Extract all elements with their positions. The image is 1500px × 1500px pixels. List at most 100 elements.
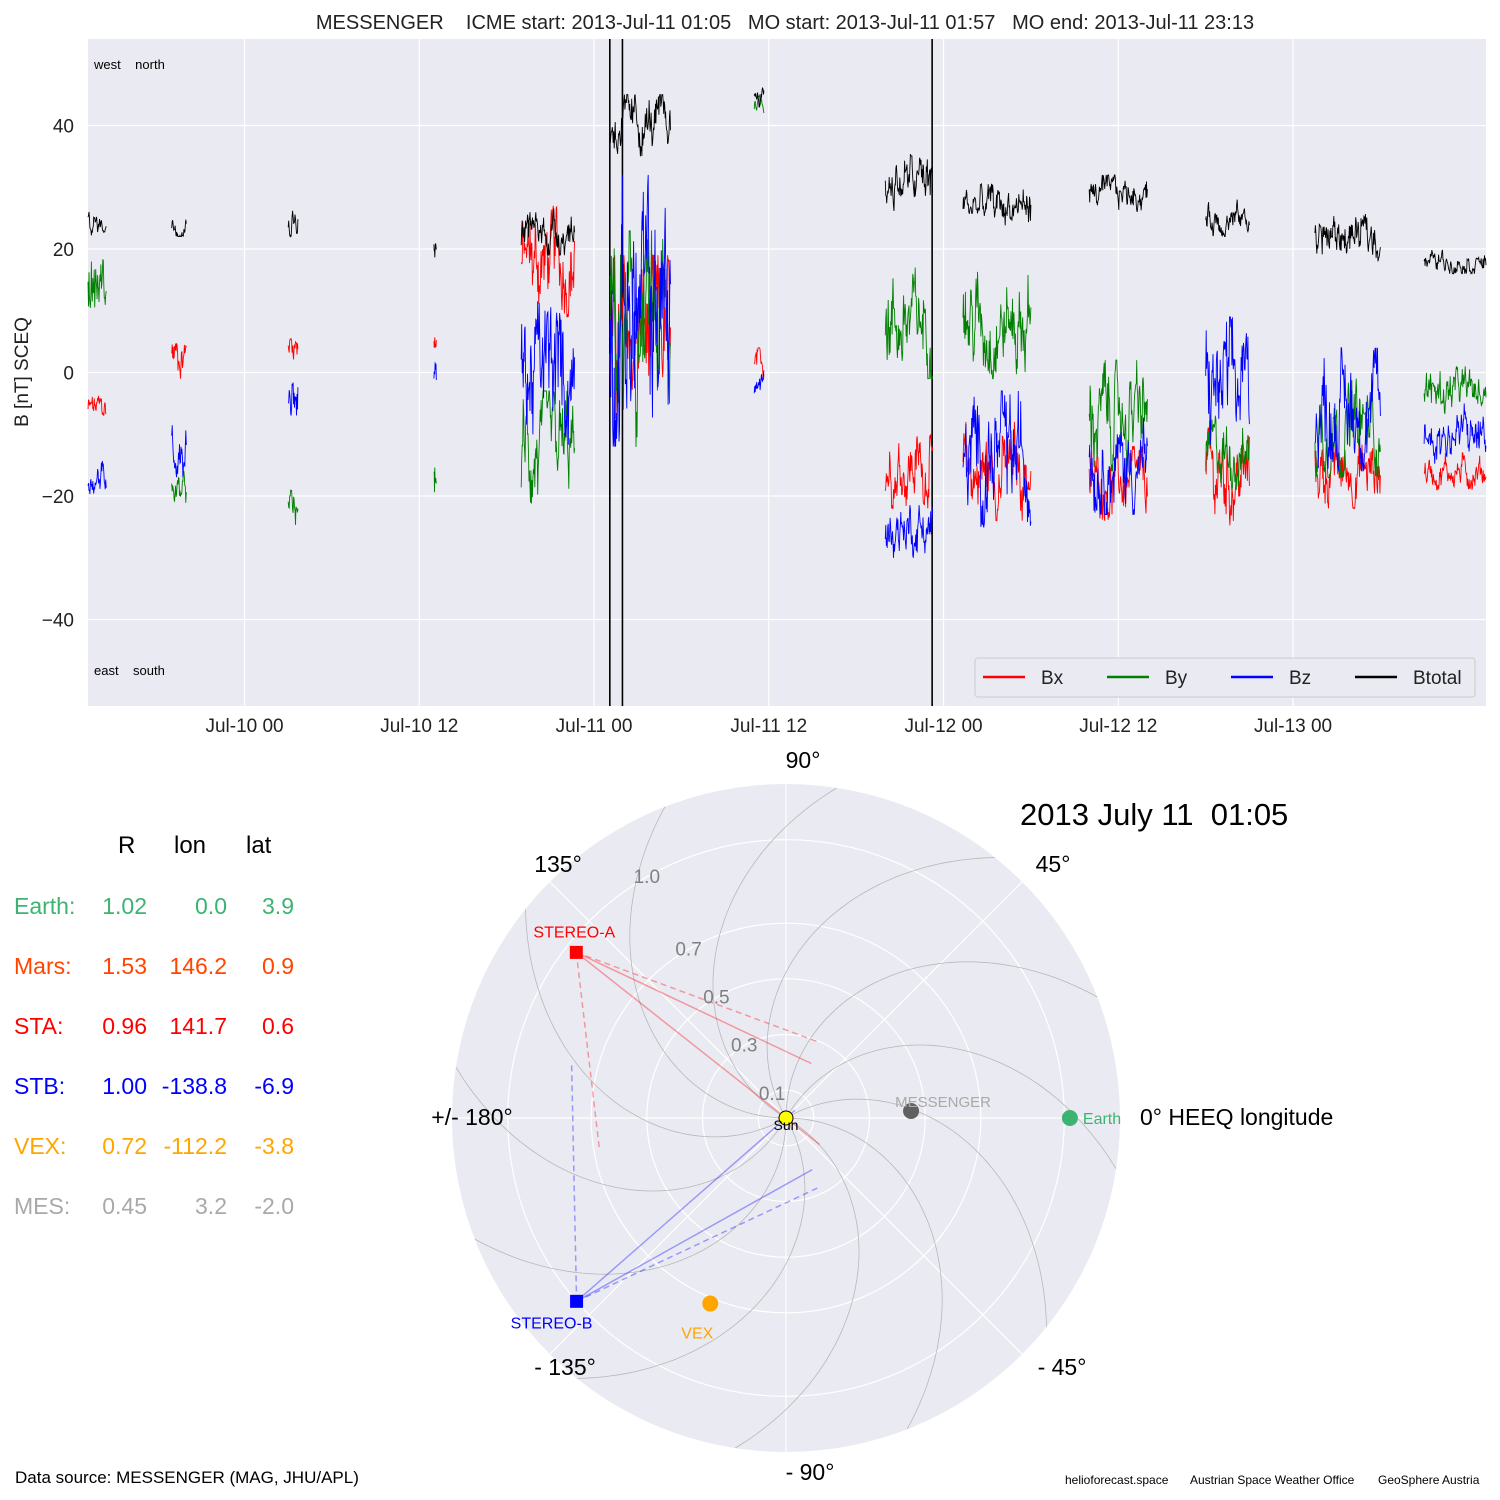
legend-label-btotal: Btotal: [1413, 668, 1462, 689]
y-tick-label: 20: [53, 240, 74, 261]
angle-label: - 90°: [786, 1459, 835, 1485]
series-line-bz: [1423, 403, 1487, 464]
series-group: [87, 87, 1487, 558]
position-label: STB:: [14, 1073, 66, 1099]
angular-spoke: [785, 881, 1023, 1119]
y-tick-label: −40: [42, 611, 74, 632]
header-lon: lon: [174, 832, 207, 859]
credit-helioforecast: helioforecast.space: [1065, 1473, 1169, 1487]
marker-stereo-a: [569, 945, 583, 959]
series-line-bz: [1314, 347, 1381, 472]
series-line-bx: [962, 421, 1032, 522]
position-label: Mars:: [14, 953, 72, 979]
x-tick-label: Jul-12 12: [1079, 716, 1157, 737]
x-tick-label: Jul-11 12: [730, 716, 807, 737]
series-line-btotal: [87, 211, 107, 236]
series-line-by: [1314, 378, 1381, 478]
series-line-bz: [1088, 417, 1148, 515]
angular-spokes: [452, 784, 1120, 1452]
corner-label-top: west north: [93, 57, 165, 72]
series-line-bz: [287, 382, 299, 416]
parker-spiral: [788, 1044, 1117, 1170]
series-line-bx: [287, 337, 299, 360]
parker-spiral: [474, 1123, 787, 1275]
marker-vex: [702, 1295, 719, 1312]
spacecraft-field-of-view-lines: [570, 951, 822, 1303]
position-lon: -138.8: [161, 1073, 227, 1099]
series-line-btotal: [884, 153, 934, 212]
parker-spirals: [455, 787, 1117, 1449]
header-r: R: [118, 832, 136, 859]
radial-tick-label: 0.5: [703, 987, 729, 1008]
parker-spiral: [712, 787, 838, 1116]
series-line-btotal: [1088, 174, 1148, 213]
x-tick-label: Jul-10 12: [380, 716, 458, 737]
data-source-note: Data source: MESSENGER (MAG, JHU/APL): [15, 1468, 359, 1487]
position-lat: -2.0: [254, 1193, 294, 1219]
angle-label: +/- 180°: [431, 1104, 512, 1130]
legend-label-by: By: [1165, 668, 1188, 689]
credit-geosphere: GeoSphere Austria: [1378, 1473, 1480, 1487]
series-line-btotal: [520, 208, 576, 257]
header-lat: lat: [246, 832, 272, 859]
series-line-bz: [520, 301, 576, 445]
radial-tick-labels: 0.1 0.3 0.5 0.7 1.0: [634, 867, 786, 1105]
position-r: 1.00: [102, 1073, 147, 1099]
fov-line: [575, 951, 821, 1146]
chart-title: MESSENGER ICME start: 2013-Jul-11 01:05 …: [316, 12, 1254, 34]
angular-spoke: [549, 881, 787, 1119]
angular-spoke: [549, 1117, 787, 1355]
series-line-btotal: [1205, 199, 1250, 238]
y-tick-labels: −40 −20 0 20 40: [42, 116, 74, 631]
corner-label-bottom: east south: [94, 663, 165, 678]
angular-spoke: [785, 1117, 1023, 1355]
series-line-bx: [1423, 452, 1487, 491]
series-line-bx: [884, 434, 934, 509]
marker-earth: [1061, 1110, 1078, 1126]
position-lat: -3.8: [254, 1133, 294, 1159]
series-line-by: [753, 93, 765, 114]
position-r: 1.02: [102, 893, 147, 919]
series-line-bz: [87, 460, 107, 495]
position-label: VEX:: [14, 1133, 67, 1159]
angle-label: - 135°: [534, 1354, 596, 1380]
series-line-btotal: [753, 87, 765, 108]
series-line-bx: [1314, 434, 1381, 510]
fov-line: [576, 1185, 822, 1303]
series-line-by: [171, 470, 187, 503]
series-line-by: [1205, 415, 1250, 490]
series-line-by: [962, 271, 1032, 380]
marker-label-earth: Earth: [1083, 1111, 1121, 1128]
series-line-bx: [87, 395, 107, 416]
series-line-by: [884, 267, 934, 380]
y-axis-label: B [nT] SCEQ: [12, 317, 33, 427]
legend-label-bz: Bz: [1289, 668, 1311, 689]
series-line-btotal: [1423, 249, 1487, 275]
radial-tick-label: 0.1: [759, 1084, 785, 1105]
grid: [88, 39, 1486, 706]
marker-sun: [778, 1110, 794, 1126]
parker-spiral: [766, 857, 996, 1114]
fov-line: [576, 1109, 796, 1302]
series-line-by: [520, 390, 576, 504]
marker-label-stereo-b: STEREO-B: [511, 1315, 593, 1332]
series-line-btotal: [1314, 213, 1381, 262]
marker-label-vex: VEX: [681, 1326, 713, 1343]
position-lat: 0.9: [262, 953, 294, 979]
fov-line: [570, 1061, 578, 1302]
radial-tick-label: 1.0: [634, 867, 660, 888]
series-line-btotal: [609, 94, 671, 157]
y-tick-label: 40: [53, 116, 74, 137]
angle-label: - 45°: [1038, 1354, 1087, 1380]
series-line-bz: [1205, 316, 1250, 445]
position-lat: 0.6: [262, 1013, 294, 1039]
position-lat: 3.9: [262, 893, 294, 919]
parker-spiral: [790, 1098, 1047, 1328]
parker-spiral: [576, 1122, 806, 1379]
series-line-bx: [520, 205, 576, 318]
parker-spiral: [455, 1066, 784, 1192]
fov-line: [575, 951, 812, 1065]
marker-messenger: [903, 1103, 920, 1120]
angle-labels: 0° HEEQ longitude 45° 90° 135° +/- 180° - 135…: [431, 747, 1333, 1485]
x-tick-label: Jul-13 00: [1254, 716, 1332, 737]
